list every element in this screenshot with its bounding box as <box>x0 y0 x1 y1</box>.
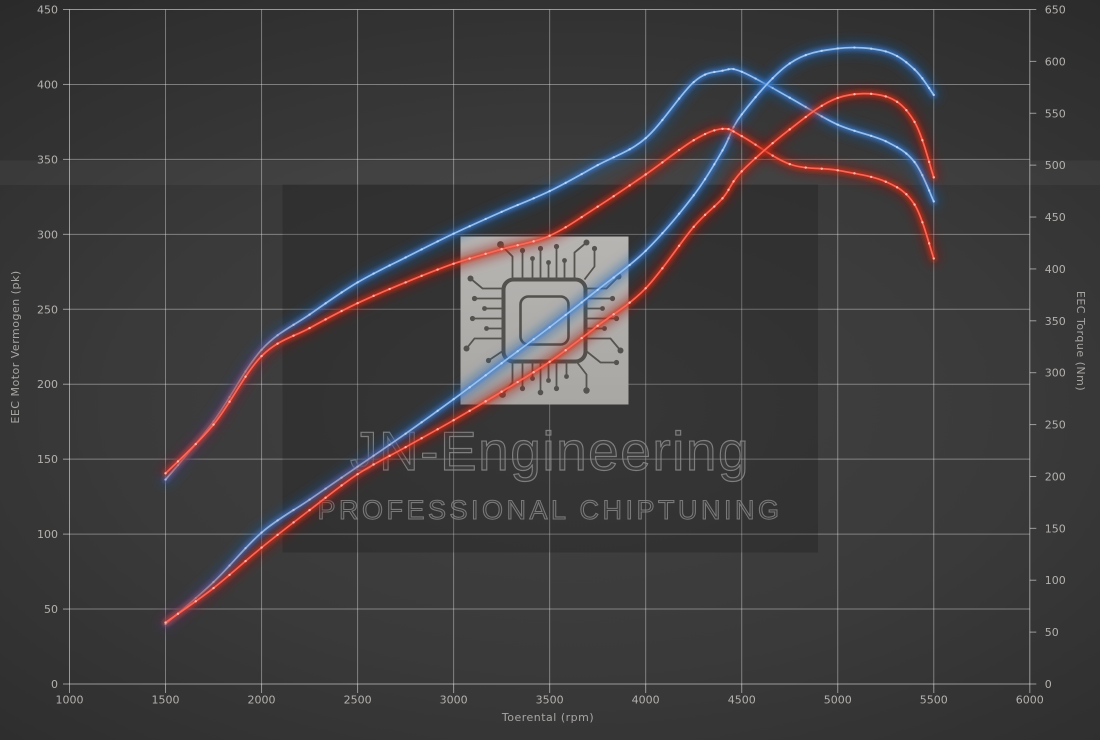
axis-tick-labels: 0501001502002503003504004500501001502002… <box>37 4 1066 707</box>
axis-ticks <box>63 9 1037 693</box>
right-axis-tick-label-550: 550 <box>1045 107 1066 120</box>
right-axis-tick-label-150: 150 <box>1045 522 1066 535</box>
left-axis-tick-label-100: 100 <box>37 528 58 541</box>
x-axis-tick-label-2500: 2500 <box>344 694 372 707</box>
x-axis-tick-label-3000: 3000 <box>440 694 468 707</box>
right-axis-tick-label-200: 200 <box>1045 470 1066 483</box>
left-axis-tick-label-250: 250 <box>37 303 58 316</box>
x-axis-tick-label-6000: 6000 <box>1016 694 1044 707</box>
x-axis-tick-label-5000: 5000 <box>824 694 852 707</box>
right-axis-tick-label-450: 450 <box>1045 211 1066 224</box>
right-axis-tick-label-100: 100 <box>1045 574 1066 587</box>
right-axis-tick-label-250: 250 <box>1045 419 1066 432</box>
right-axis-tick-label-50: 50 <box>1045 626 1059 639</box>
x-axis-tick-label-3500: 3500 <box>536 694 564 707</box>
right-axis-tick-label-300: 300 <box>1045 367 1066 380</box>
curve-torque-red <box>159 122 940 480</box>
left-axis-tick-label-200: 200 <box>37 378 58 391</box>
x-axis-title: Toerental (rpm) <box>501 711 594 724</box>
right-axis-tick-label-600: 600 <box>1045 55 1066 68</box>
left-axis-tick-label-150: 150 <box>37 453 58 466</box>
right-axis-tick-label-650: 650 <box>1045 4 1066 17</box>
right-axis-tick-label-350: 350 <box>1045 315 1066 328</box>
x-axis-tick-label-4000: 4000 <box>632 694 660 707</box>
right-axis-tick-label-400: 400 <box>1045 263 1066 276</box>
left-axis-tick-label-300: 300 <box>37 228 58 241</box>
x-axis-tick-label-1500: 1500 <box>152 694 180 707</box>
left-axis-tick-label-50: 50 <box>44 603 58 616</box>
left-axis-tick-label-350: 350 <box>37 153 58 166</box>
curve-power-blue <box>159 41 940 631</box>
left-axis-tick-label-450: 450 <box>37 4 58 17</box>
curve-power-red <box>159 87 940 629</box>
right-axis-tick-label-500: 500 <box>1045 159 1066 172</box>
x-axis-tick-label-2000: 2000 <box>248 694 276 707</box>
right-axis-tick-label-0: 0 <box>1045 678 1052 691</box>
watermark-subtitle: PROFESSIONAL CHIPTUNING <box>317 495 782 525</box>
x-axis-tick-label-1000: 1000 <box>56 694 84 707</box>
x-axis-tick-label-5500: 5500 <box>920 694 948 707</box>
watermark: JN-Engineering PROFESSIONAL CHIPTUNING <box>282 184 818 553</box>
left-axis-tick-label-400: 400 <box>37 78 58 91</box>
x-axis-tick-label-4500: 4500 <box>728 694 756 707</box>
left-axis-title: EEC Motor Vermogen (pk) <box>9 270 22 423</box>
curve-torque-blue <box>159 62 940 486</box>
left-axis-tick-label-0: 0 <box>51 678 58 691</box>
dyno-curves <box>159 41 940 631</box>
right-axis-title: EEC Torque (Nm) <box>1074 291 1087 391</box>
